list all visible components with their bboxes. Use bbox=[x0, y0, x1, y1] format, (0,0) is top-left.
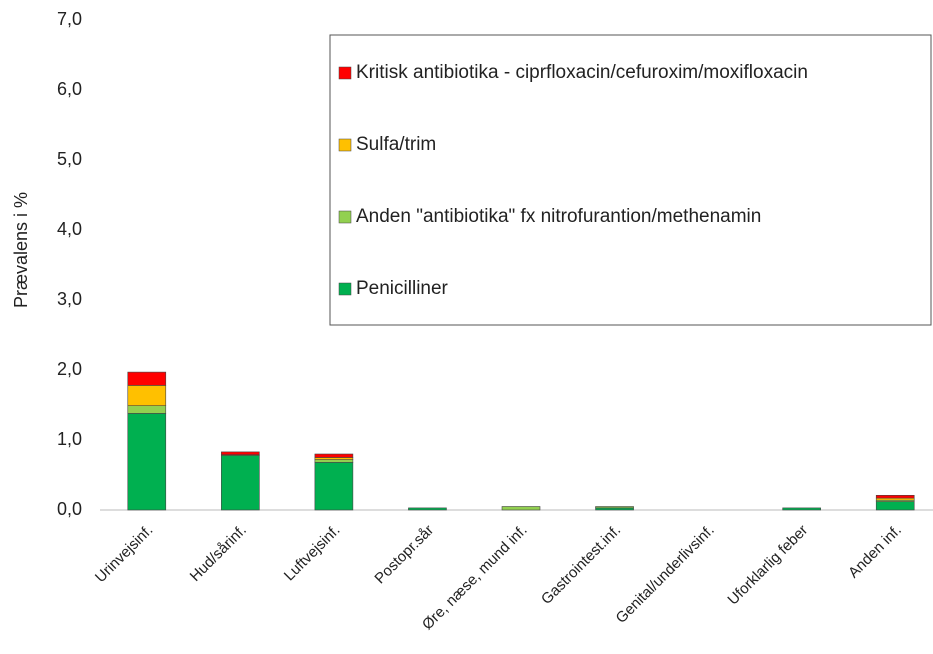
bar-segment bbox=[314, 453, 354, 458]
bar-segment bbox=[501, 506, 541, 511]
bar-segment bbox=[127, 405, 167, 414]
x-tick-label: Luftvejsinf. bbox=[281, 522, 344, 585]
x-tick-label: Postopr.sår bbox=[371, 522, 437, 588]
y-tick-label: 0,0 bbox=[57, 499, 82, 519]
legend-entry: Sulfa/trim bbox=[356, 134, 436, 155]
bar-segment bbox=[127, 385, 167, 406]
legend-swatch bbox=[338, 138, 352, 152]
x-tick-label: Urinvejsinf. bbox=[92, 522, 156, 586]
bar-segment bbox=[314, 462, 354, 511]
bar-segment bbox=[782, 507, 821, 511]
x-tick-label: Genital/underlivsinf. bbox=[613, 522, 718, 627]
x-tick-label: Hud/sårinf. bbox=[187, 522, 250, 585]
y-tick-label: 5,0 bbox=[57, 149, 82, 169]
legend-box bbox=[329, 34, 932, 326]
bar-segment bbox=[221, 451, 260, 455]
bar-segment bbox=[314, 459, 354, 463]
y-tick-label: 7,0 bbox=[57, 9, 82, 29]
x-tick-label: Øre, næse, mund inf. bbox=[419, 522, 531, 634]
legend-swatch bbox=[338, 66, 352, 80]
bar-segment bbox=[595, 506, 634, 509]
y-tick-label: 4,0 bbox=[57, 219, 82, 239]
bar-segment bbox=[875, 501, 915, 511]
y-tick-label: 3,0 bbox=[57, 289, 82, 309]
bar-segment bbox=[875, 497, 915, 501]
legend-entry: Penicilliner bbox=[356, 278, 449, 299]
y-axis-label: Prævalens i % bbox=[11, 192, 31, 308]
bar-segment bbox=[221, 455, 260, 511]
legend-swatch bbox=[338, 210, 352, 224]
bar-segment bbox=[127, 413, 167, 511]
y-tick-label: 2,0 bbox=[57, 359, 82, 379]
bar-segment bbox=[408, 507, 447, 511]
x-tick-label: Uforklarlig feber bbox=[724, 522, 811, 609]
x-tick-label: Gastrointest.inf. bbox=[538, 522, 624, 608]
y-tick-label: 6,0 bbox=[57, 79, 82, 99]
legend-swatch bbox=[338, 282, 352, 296]
x-tick-label: Anden inf. bbox=[845, 522, 905, 582]
bar-segment bbox=[127, 371, 167, 386]
legend-entry: Anden "antibiotika" fx nitrofurantion/me… bbox=[356, 206, 761, 227]
bar-segment bbox=[875, 494, 915, 499]
bar-segment bbox=[595, 507, 634, 511]
bar-segment bbox=[314, 457, 354, 460]
legend-entry: Kritisk antibiotika - ciprfloxacin/cefur… bbox=[356, 62, 808, 83]
y-tick-label: 1,0 bbox=[57, 429, 82, 449]
